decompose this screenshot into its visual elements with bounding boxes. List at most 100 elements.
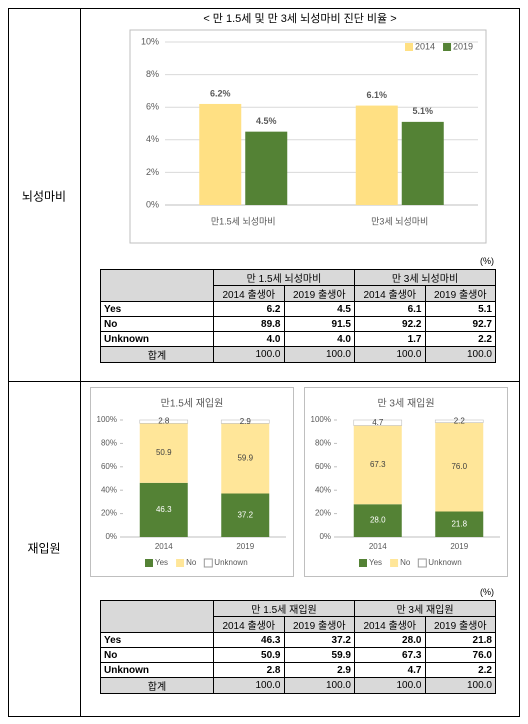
y-tick-label: 2% (146, 167, 159, 177)
bar-segment (435, 422, 484, 512)
value-label: 6.2% (210, 88, 231, 98)
bar (355, 105, 398, 205)
value-label: 67.3 (370, 460, 386, 469)
header-row: 2014 출생아 2019 출생아 2014 출생아 2019 출생아 (101, 616, 496, 633)
table-cell: 6.1 (354, 301, 426, 317)
y-tick-label: 100% (97, 415, 117, 424)
border (519, 8, 520, 717)
bar-segment (435, 511, 484, 537)
y-tick-label: 60% (101, 462, 117, 471)
border (8, 381, 520, 382)
x-tick-label: 만1.5세 뇌성마비 (211, 216, 276, 226)
table-cell: 2019 출생아 (283, 285, 355, 302)
bar (245, 131, 288, 205)
table-cell: 1.7 (354, 331, 426, 347)
table-cell: 2014 출생아 (213, 285, 285, 302)
header-row: 만 1.5세 재입원 만 3세 재입원 (100, 600, 496, 633)
table-cell: 만 1.5세 뇌성마비 (213, 269, 355, 286)
table-cell: 4.5 (283, 301, 355, 317)
legend-label: 2019 (453, 41, 473, 51)
y-tick-label: 0% (146, 199, 159, 209)
table-cell: 100.0 (213, 346, 285, 363)
legend-swatch (203, 558, 213, 568)
table-row: No 89.8 91.5 92.2 92.7 (100, 316, 496, 332)
table-row: No 50.9 59.9 67.3 76.0 (100, 647, 496, 663)
table-cell: 100.0 (424, 677, 496, 694)
table-cell: 100.0 (354, 677, 426, 694)
y-tick-label: 40% (101, 485, 117, 494)
bar-segment (220, 419, 270, 424)
table-cell: 2019 출생아 (424, 616, 496, 633)
table-row: Unknown 4.0 4.0 1.7 2.2 (100, 331, 496, 347)
bar-segment (353, 504, 402, 537)
table-cell: 100.0 (354, 346, 426, 363)
table-cell: 합계 (100, 346, 214, 363)
bar (199, 103, 242, 205)
table-cell: 92.2 (354, 316, 426, 332)
y-tick-label: 60% (315, 462, 331, 471)
table-cell: 2.9 (283, 662, 355, 678)
value-label: 76.0 (451, 462, 467, 471)
table-cell: 4.0 (213, 331, 285, 347)
table: 만 1.5세 뇌성마비 만 3세 뇌성마비 2014 출생아 2019 출생아 2014… (100, 269, 496, 363)
y-tick-label: 100% (311, 415, 331, 424)
value-label: 46.3 (156, 505, 172, 514)
legend-swatch (359, 559, 367, 567)
legend-swatch (390, 559, 399, 567)
table-cell: 만 3세 뇌성마비 (354, 269, 496, 286)
legend-label: No (186, 558, 197, 567)
y-tick-label: 0% (319, 532, 331, 541)
header-row: 만 1.5세 뇌성마비 만 3세 뇌성마비 (100, 269, 496, 302)
y-tick-label: 20% (101, 509, 117, 518)
section-label: 재입원 (27, 541, 61, 556)
table: 만 1.5세 재입원 만 3세 재입원 2014 출생아 2019 출생아 2014 출… (100, 600, 496, 694)
legend-swatch (176, 559, 185, 567)
table-cell: 100.0 (213, 677, 285, 694)
value-label: 37.2 (237, 510, 253, 519)
table-cell: Unknown (100, 331, 214, 347)
table-cell: 89.8 (213, 316, 285, 332)
table-row: Yes 46.3 37.2 28.0 21.8 (100, 632, 496, 648)
table-cell: 100.0 (283, 677, 355, 694)
bar-segment (139, 482, 188, 537)
legend-swatch (443, 43, 452, 51)
value-label: 2.8 (158, 417, 170, 426)
legend-label: Yes (155, 558, 168, 567)
y-tick-label: 0% (105, 532, 117, 541)
table-cell: Yes (100, 301, 214, 317)
table-cell: 2019 출생아 (283, 616, 355, 633)
legend-swatch (145, 559, 153, 567)
table-cell: 6.2 (213, 301, 285, 317)
value-label: 28.0 (370, 516, 386, 525)
legend-label: Unknown (214, 558, 247, 567)
value-label: 5.1% (412, 106, 433, 116)
border (8, 8, 520, 9)
table-cell: 4.7 (354, 662, 426, 678)
chart-title: < 만 1.5세 및 만 3세 뇌성마비 진단 비율 > (203, 12, 396, 25)
bar (401, 121, 444, 205)
value-label: 21.8 (451, 519, 467, 528)
table-row: 합계 100.0 100.0 100.0 100.0 (100, 346, 496, 363)
bar-segment (353, 425, 402, 505)
table-cell: Unknown (100, 662, 214, 678)
header-row: 2014 출생아 2019 출생아 2014 출생아 2019 출생아 (101, 285, 496, 302)
value-label: 59.9 (237, 454, 253, 463)
x-tick-label: 2019 (450, 542, 468, 551)
chart: 만 3세 재입원 0% 20% 40% 60% 80% 100% 2014 28.0 67.3 4.… (304, 387, 508, 577)
table-cell: No (100, 647, 214, 663)
table-cell: 2014 출생아 (213, 616, 285, 633)
table-cell: 2014 출생아 (354, 616, 426, 633)
table-cell: 37.2 (283, 632, 355, 648)
value-label: 6.1% (366, 90, 387, 100)
table-row: Unknown 2.8 2.9 4.7 2.2 (100, 662, 496, 678)
x-tick-label: 2014 (155, 542, 173, 551)
table-cell: 91.5 (283, 316, 355, 332)
bar-segment (139, 423, 188, 483)
border (8, 716, 520, 717)
legend-label: 2014 (415, 41, 435, 51)
chart-title: 만 3세 재입원 (377, 397, 434, 410)
table-cell: 2019 출생아 (424, 285, 496, 302)
border (8, 8, 9, 717)
table-cell: 46.3 (213, 632, 285, 648)
chart: < 만 1.5세 및 만 3세 뇌성마비 진단 비율 > 0% 2% 4% 6% 8% 10… (129, 12, 487, 244)
